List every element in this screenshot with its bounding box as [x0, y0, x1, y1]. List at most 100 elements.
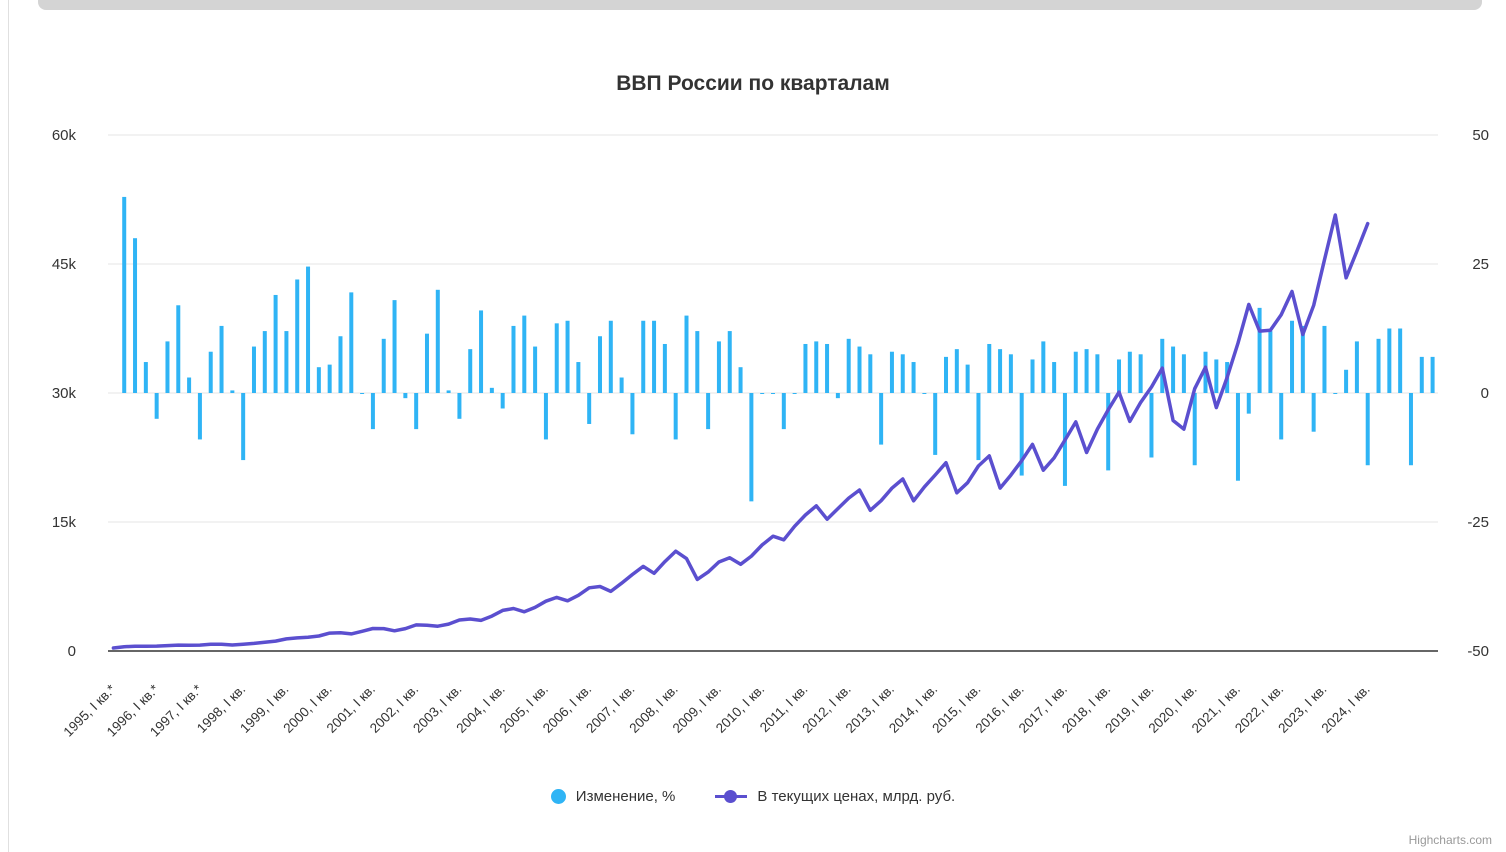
bar-change — [771, 393, 775, 394]
bar-change — [868, 354, 873, 393]
bar-change — [122, 196, 127, 393]
bar-change — [933, 393, 938, 455]
bar-change — [403, 393, 408, 399]
bar-change — [814, 341, 819, 393]
bar-change — [446, 390, 451, 393]
bar-change — [273, 294, 278, 393]
bar-change — [143, 362, 148, 393]
bar-change — [565, 320, 570, 393]
bar-change — [1290, 320, 1295, 393]
bar-change — [381, 338, 386, 393]
bar-change — [1311, 393, 1316, 432]
bar-change — [1376, 338, 1381, 393]
bar-change — [1127, 351, 1132, 393]
bar-change — [976, 393, 981, 461]
left-axis-tick-label: 30k — [52, 385, 77, 402]
bar-change — [792, 393, 797, 394]
bar-change — [846, 338, 851, 393]
bar-change — [889, 351, 894, 393]
bar-change — [608, 320, 613, 393]
bar-change — [597, 336, 602, 393]
bar-change — [1041, 341, 1046, 393]
bar-change — [684, 315, 689, 393]
bar-change — [1365, 393, 1370, 466]
bar-change — [1333, 393, 1338, 394]
bar-change — [543, 393, 548, 440]
bar-change — [641, 320, 646, 393]
bar-change — [1430, 356, 1435, 393]
bar-change — [1344, 369, 1349, 393]
bar-change — [424, 333, 429, 393]
bar-change — [944, 356, 949, 393]
bar-change — [284, 331, 289, 393]
bar-change — [295, 279, 300, 393]
bar-change — [825, 343, 830, 393]
legend-label-change: Изменение, % — [575, 788, 676, 805]
bar-change — [1408, 393, 1413, 466]
bar-change — [835, 393, 840, 399]
bar-change — [327, 364, 332, 393]
bar-change — [900, 354, 905, 393]
bar-change — [1106, 393, 1111, 471]
bar-change — [1279, 393, 1284, 440]
bar-change — [522, 315, 527, 393]
bar-change — [652, 320, 657, 393]
bar-change — [587, 393, 592, 424]
bar-change — [716, 341, 721, 393]
bar-change — [576, 362, 581, 393]
bar-change — [922, 393, 927, 394]
bar-change — [1149, 393, 1154, 458]
bar-change — [662, 343, 667, 393]
bar-change — [154, 393, 159, 419]
bar-change — [857, 346, 862, 393]
right-axis-tick-label: -50 — [1467, 643, 1489, 660]
bar-change — [1181, 354, 1186, 393]
bar-change — [630, 393, 635, 435]
credits-link[interactable]: Highcharts.com — [1408, 833, 1492, 847]
bar-change — [760, 393, 765, 394]
bar-change — [998, 349, 1003, 393]
bar-change — [306, 266, 311, 393]
bar-change — [360, 393, 365, 394]
bar-change — [749, 393, 754, 502]
line-nominal-gdp — [111, 213, 1370, 650]
bar-change — [1095, 354, 1100, 393]
left-page-border — [8, 0, 9, 852]
bar-change — [1117, 359, 1122, 393]
bar-change — [251, 346, 256, 393]
bar-change — [803, 343, 808, 393]
bar-change — [619, 377, 624, 393]
bar-change — [1073, 351, 1078, 393]
bar-change — [241, 393, 246, 461]
bar-change — [695, 331, 700, 393]
bar-change — [338, 336, 343, 393]
bar-change — [500, 393, 505, 409]
bar-change — [673, 393, 678, 440]
bar-change — [1138, 354, 1143, 393]
bar-change — [176, 305, 181, 393]
bar-change — [219, 325, 224, 393]
bar-change — [187, 377, 192, 393]
bar-change — [262, 331, 267, 393]
bar-change — [706, 393, 711, 430]
bar-change — [479, 310, 484, 393]
bar-change — [1052, 362, 1057, 393]
right-axis-tick-label: 25 — [1472, 256, 1489, 273]
bar-change — [435, 289, 440, 393]
legend-item-change[interactable]: Изменение, % — [550, 788, 676, 805]
legend-item-nominal[interactable]: В текущих ценах, млрд. руб. — [715, 788, 955, 805]
bar-change — [1300, 325, 1305, 393]
bar-change — [165, 341, 170, 393]
bar-change — [554, 323, 559, 393]
right-axis-tick-label: 50 — [1472, 127, 1489, 144]
bar-change — [1008, 354, 1013, 393]
bar-change — [197, 393, 202, 440]
bar-change — [208, 351, 213, 393]
legend-circle-icon — [550, 789, 566, 804]
bar-change — [1030, 359, 1035, 393]
bar-change — [1387, 328, 1392, 393]
bar-change — [414, 393, 419, 430]
left-axis-tick-label: 15k — [52, 514, 77, 531]
bar-change — [370, 393, 375, 430]
bar-change — [1192, 393, 1197, 466]
